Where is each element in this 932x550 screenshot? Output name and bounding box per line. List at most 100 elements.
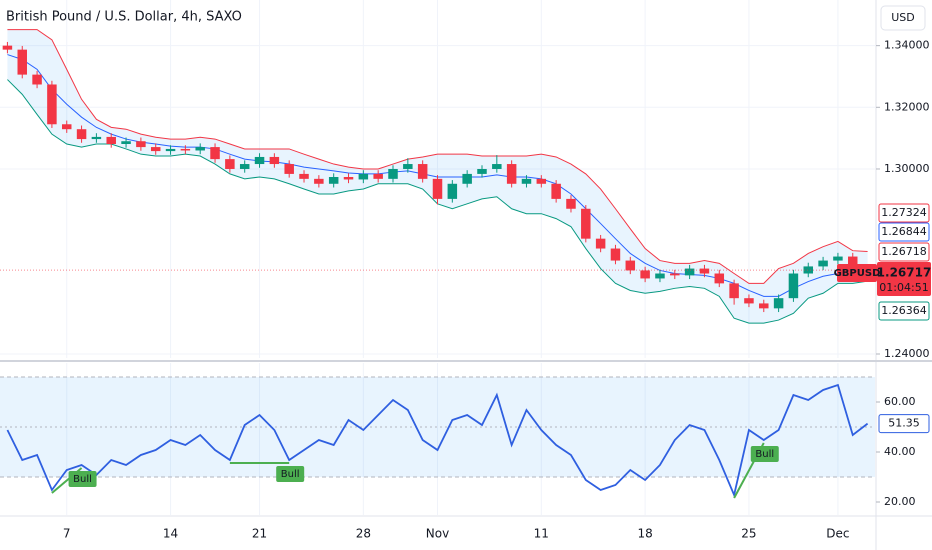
candle-body [121,141,131,145]
last-price-tag: 1.26717 [877,266,932,280]
candle-body [106,136,116,145]
x-tick-label: 18 [637,527,652,541]
symbol-label: GBPUSD [834,268,881,279]
candle-body [773,298,784,309]
annotation-label: Bull [73,474,92,485]
candle-body [610,248,621,261]
x-tick-label: 21 [252,527,267,541]
lower-band-tag: 1.26364 [881,304,927,317]
x-tick-label: 28 [356,527,371,541]
candle-body [447,183,458,199]
price-line-tag-box [878,242,930,262]
upper-band-tag-box [878,203,930,223]
candle-body [566,198,576,209]
rsi-tag-box [878,414,930,434]
last-price-box [877,262,931,296]
x-tick-label: 25 [741,527,756,541]
candle-body [714,273,725,284]
chart-title: British Pound / U.S. Dollar, 4h, SAXO [6,10,242,25]
rsi-line [6,383,869,498]
lower-band-tag-box [878,301,930,321]
candle-body [17,49,27,75]
annotation-box [276,466,305,482]
x-tick-label: 11 [534,527,549,541]
y-tick-label: 20.00 [884,495,916,508]
y-tick-label: 1.34000 [884,39,930,52]
candle-body [328,176,339,184]
candle-body [521,178,532,184]
candle-body [299,173,309,179]
candle-body [833,256,843,261]
candle-body [284,164,294,174]
price-line-tag: 1.26718 [881,245,927,258]
y-tick-label: 1.32000 [884,100,930,113]
candle-body [818,260,828,267]
candle-body [536,178,547,184]
band-line [7,29,868,284]
candle-body [61,124,72,130]
candle-body [210,147,220,160]
candle-body [417,164,428,179]
candle-body [595,238,606,249]
y-tick-label: 40.00 [884,445,916,458]
y-tick-label: 60.00 [884,395,916,408]
candle-body [699,268,710,274]
candle-body [744,298,754,304]
candle-body [477,168,487,174]
candle-body [358,173,369,180]
candle-body [506,164,517,184]
candle-body [136,141,146,148]
x-tick-label: 14 [163,527,178,541]
candle-body [150,147,161,152]
x-tick-label: Nov [426,527,449,541]
annotation-label: Bull [281,469,300,480]
candle-body [848,256,858,272]
candle-body [684,268,695,276]
candle-body [388,168,398,179]
candle-body [670,273,680,276]
candle-body [462,173,472,184]
candle-body [759,303,769,309]
candle-body [91,136,102,140]
candle-body [655,273,665,279]
candle-body [239,164,250,169]
candle-body [373,173,383,179]
x-tick-label: Dec [826,527,849,541]
candle-body [195,147,205,151]
candle-body [269,156,280,165]
countdown: 01:04:51 [879,281,928,294]
candle-body [180,148,191,151]
x-tick-label: 7 [63,527,71,541]
candle-body [403,164,413,169]
symbol-box [837,264,877,282]
middle-band-tag: 1.26844 [881,225,927,238]
currency-button[interactable] [880,5,926,31]
candle-body [314,178,324,184]
candle-body [225,159,235,169]
candle-body [788,273,799,299]
currency-label: USD [891,11,915,24]
candle-body [165,148,176,152]
candle-body [47,84,57,125]
candle-body [432,178,443,199]
rsi-tag: 51.35 [888,417,920,430]
candle-body [625,260,636,271]
upper-band-tag: 1.27324 [881,206,927,219]
candle-body [76,129,87,140]
candle-body [492,164,502,169]
candle-body [640,270,650,279]
candle-body [551,183,561,199]
candle-body [581,208,591,239]
candle-body [803,266,814,274]
candle-body [343,176,354,180]
y-tick-label: 1.24000 [884,347,930,360]
annotation-label: Bull [755,449,774,460]
candle-body [2,45,13,50]
candle-body [32,74,42,85]
middle-band-tag-box [878,222,930,242]
annotation-box [68,471,97,487]
y-tick-label: 1.30000 [884,162,930,175]
annotation-box [750,446,779,462]
candle-body [729,283,739,299]
